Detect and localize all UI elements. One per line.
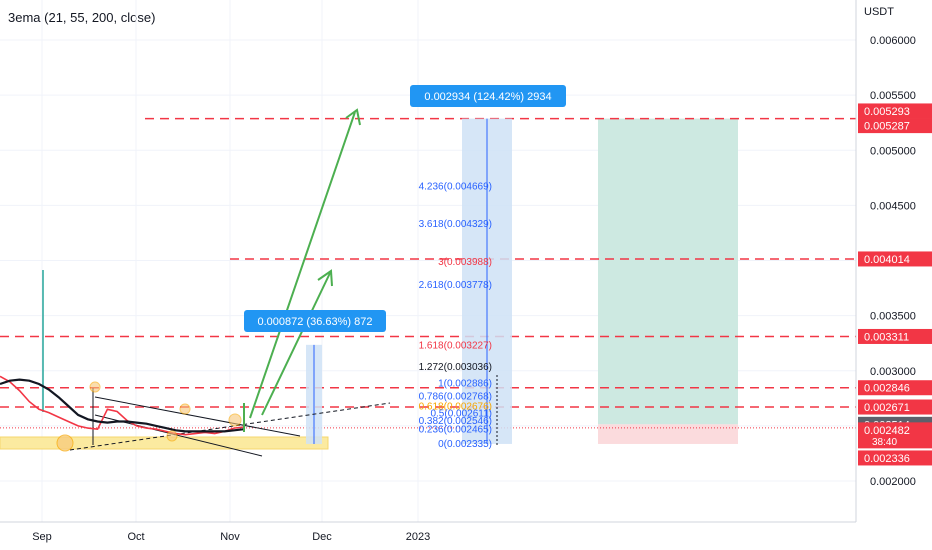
projection-arrow-high-head [345, 108, 361, 126]
fib-extension[interactable]: 4.236(0.004669) 3.618(0.004329) 3(0.003988… [419, 182, 492, 450]
ema-line [0, 378, 245, 433]
y-tick-label: 0.003000 [870, 366, 916, 378]
price-label-text: 0.005287 [864, 121, 910, 133]
fib-level-label: 1.618(0.003227) [419, 341, 492, 352]
pivot-markers [56, 381, 242, 452]
ema-lines [0, 375, 245, 436]
projection-arrows[interactable] [243, 108, 361, 432]
trendlines[interactable] [42, 270, 391, 457]
fib-level-label: 0.786(0.002768) [419, 391, 492, 402]
x-axis: Sep Oct Nov Dec 2023 [0, 521, 856, 543]
projection-arrow-high [249, 111, 356, 419]
trendline-dashed[interactable] [69, 402, 391, 451]
x-tick-label: 2023 [406, 531, 430, 543]
projection-arrow-low [261, 272, 331, 416]
fib-level-label: 3.618(0.004329) [419, 219, 492, 230]
price-label-bg [858, 380, 932, 396]
x-tick-label: Dec [312, 531, 332, 543]
price-label: 0.005287 [858, 118, 932, 134]
y-tick-label: 0.004500 [870, 200, 916, 212]
price-label-text: 0.005293 [864, 106, 910, 118]
trendline-upper[interactable] [94, 396, 301, 437]
fib-level-label: 0.236(0.002465) [419, 425, 492, 436]
price-label: 0.002846 [858, 380, 932, 396]
pivot-marker [179, 403, 191, 415]
pivot-marker [228, 413, 242, 427]
pivot-marker [166, 430, 178, 442]
fib-level-label: 0.5(0.002611) [430, 409, 492, 420]
price-label-bg [858, 399, 932, 415]
ema-line [0, 375, 245, 436]
price-label-text: 0.003311 [864, 331, 909, 343]
price-label: 0.005293 [858, 103, 932, 119]
pivot-marker [56, 434, 74, 452]
indicator-title: 3ema (21, 55, 200, close) [8, 10, 156, 25]
x-tick-label: Nov [220, 531, 240, 543]
price-label-countdown: 38:40 [872, 437, 897, 448]
measure-label-large: 0.002934 (124.42%) 2934 [424, 91, 551, 103]
measure-label-small: 0.000872 (36.63%) 872 [258, 316, 373, 328]
price-label: 0.002671 [858, 399, 932, 415]
measure-badge-large[interactable]: 0.002934 (124.42%) 2934 [410, 85, 566, 107]
pivot-marker [89, 381, 101, 393]
position-profit-zone[interactable] [598, 118, 738, 425]
fib-level-label: 0(0.002335) [438, 439, 492, 450]
price-label-text: 0.004014 [864, 254, 910, 266]
price-label-text: 0.002846 [864, 383, 910, 395]
projection-arrow-low-head [317, 269, 333, 287]
price-label-text: 0.002482 [864, 425, 910, 437]
currency-label: USDT [864, 6, 894, 18]
measure-badge-small[interactable]: 0.000872 (36.63%) 872 [244, 310, 386, 332]
price-label: 0.004014 [858, 251, 932, 267]
fib-level-label: 0.618(0.002676) [419, 401, 492, 412]
fib-level-label: 1(0.002886) [438, 378, 492, 389]
position-loss-zone[interactable] [598, 424, 738, 444]
price-label-bg [858, 328, 932, 344]
price-label: 0.002336 [858, 450, 932, 466]
price-label-text: 0.002336 [864, 453, 910, 465]
price-label-text: 0.002671 [864, 402, 910, 414]
price-label-bg [858, 450, 932, 466]
y-tick-label: 0.002000 [870, 476, 916, 488]
price-label: 0.003311 [858, 328, 932, 344]
price-label-bg [858, 103, 932, 119]
fib-level-label: 0.382(0.002546) [419, 416, 492, 427]
x-tick-label: Oct [127, 531, 144, 543]
y-tick-label: 0.005000 [870, 145, 916, 157]
x-tick-label: Sep [32, 531, 52, 543]
fib-level-label: 3(0.003988) [438, 257, 492, 268]
fib-level-label: 1.272(0.003036) [419, 362, 492, 373]
price-label-bg [858, 251, 932, 267]
support-zone[interactable] [0, 436, 329, 450]
price-labels: 0.005293 0.005287 0.004014 0.003311 0.002846… [858, 103, 932, 466]
y-tick-label: 0.005500 [870, 90, 916, 102]
fib-level-label: 2.618(0.003778) [419, 280, 492, 291]
y-tick-label: 0.006000 [870, 35, 916, 47]
y-tick-label: 0.003500 [870, 311, 916, 323]
price-label-bg [858, 118, 932, 134]
fib-level-label: 4.236(0.004669) [419, 182, 492, 193]
price-label-bg [858, 422, 932, 449]
horizontal-levels[interactable] [0, 117, 856, 429]
